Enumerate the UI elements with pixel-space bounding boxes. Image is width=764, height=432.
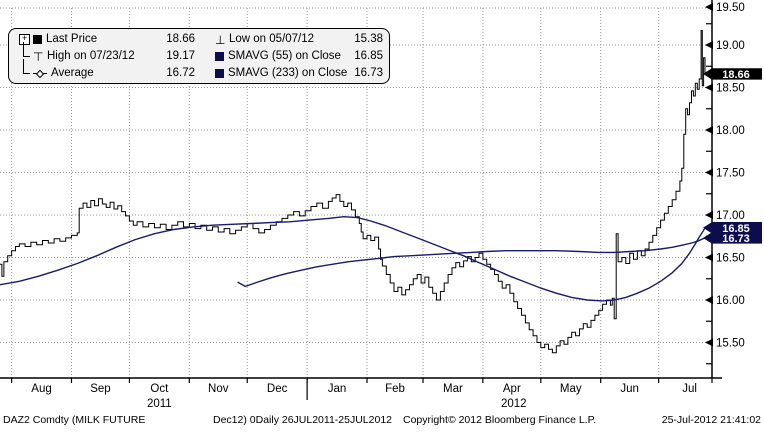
- y-tick-label: 18.50: [716, 83, 745, 95]
- month-label-dec: Dec: [266, 383, 288, 395]
- y-tick-label: 19.00: [716, 40, 745, 52]
- year-label-2011: 2011: [146, 398, 172, 410]
- legend-value: 18.66: [166, 33, 195, 45]
- month-label-oct: Oct: [150, 383, 169, 395]
- contract-period-text: Dec12) 0Daily 26JUL2011-25JUL2012: [213, 414, 392, 426]
- legend-label: Last Price: [46, 33, 98, 45]
- legend-label: SMAVG (233) on Close: [228, 67, 348, 79]
- chart-series: [0, 30, 706, 354]
- last-price-swatch-icon: [33, 35, 42, 44]
- legend-item-last-price: + Last Price 18.66: [19, 31, 195, 48]
- y-tick-label: 18.00: [716, 125, 745, 137]
- badge-value: 18.66: [722, 69, 750, 81]
- month-label-nov: Nov: [208, 383, 229, 395]
- month-label-sep: Sep: [90, 383, 111, 395]
- smavg-swatch-icon: [215, 52, 224, 61]
- high-marker-icon: ⊤: [33, 49, 44, 64]
- average-marker-icon: [33, 69, 47, 78]
- y-tick-label: 17.00: [716, 210, 745, 222]
- series-smavg-55-on-close: [0, 215, 706, 302]
- low-marker-icon: ⊥: [215, 32, 226, 47]
- legend-column-right: ⊥ Low on 05/07/12 15.38 SMAVG (55) on Close…: [215, 31, 383, 81]
- y-tick-label: 17.50: [716, 168, 745, 180]
- legend-label: Low on 05/07/12: [229, 33, 315, 45]
- legend-tree-connector: [23, 42, 30, 57]
- timestamp-text: 25-Jul-2012 21:41:02: [661, 414, 761, 426]
- legend-value: 16.73: [354, 67, 383, 79]
- year-label-2012: 2012: [500, 398, 527, 410]
- y-tick-label: 15.50: [716, 338, 745, 350]
- badge-value: 16.85: [722, 223, 750, 235]
- y-tick-label: 19.50: [716, 2, 745, 14]
- x-axis-ticks: [10, 378, 713, 400]
- legend-label: High on 07/23/12: [47, 50, 135, 62]
- month-label-mar: Mar: [443, 383, 463, 395]
- legend-value: 16.72: [166, 67, 195, 79]
- series-smavg-233-on-close: [237, 237, 706, 288]
- legend-item-high-on-07-23-12: ⊤ High on 07/23/12 19.17: [19, 42, 195, 65]
- y-axis-ticks: 19.50 19.00 18.50 18.00 17.50 17.00 16.50 16.00…: [705, 2, 745, 365]
- series-last-price: [0, 30, 706, 354]
- legend-expander-icon[interactable]: +: [19, 34, 30, 45]
- security-description: DAZ2 Comdty (MILK FUTURE: [3, 414, 146, 426]
- legend-value: 16.85: [354, 50, 383, 62]
- legend-item-low-on-05-07-12: ⊥ Low on 05/07/12 15.38: [215, 31, 383, 48]
- legend-label: Average: [51, 67, 94, 79]
- copyright-text: Copyright© 2012 Bloomberg Finance L.P.: [403, 414, 597, 426]
- month-label-jun: Jun: [620, 383, 639, 395]
- y-tick-label: 16.00: [716, 295, 745, 307]
- month-label-aug: Aug: [31, 383, 52, 395]
- month-label-jul: Jul: [682, 383, 697, 395]
- legend-box: + Last Price 18.66 ⊤ High on 07/23/12 19.17 Av…: [8, 28, 390, 84]
- legend-value: 15.38: [354, 33, 383, 45]
- y-tick-label: 16.50: [716, 253, 745, 265]
- month-label-feb: Feb: [385, 383, 405, 395]
- legend-item-smavg-233-on-close: SMAVG (233) on Close 16.73: [215, 65, 383, 82]
- smavg-badge: [703, 232, 762, 244]
- smavg-swatch-icon: [215, 69, 224, 78]
- month-label-may: May: [559, 383, 582, 395]
- smavg-badge: [703, 222, 762, 234]
- badge-value: 16.73: [722, 233, 750, 245]
- legend-item-smavg-55-on-close: SMAVG (55) on Close 16.85: [215, 48, 383, 65]
- axes: [0, 0, 722, 379]
- legend-value: 19.17: [166, 50, 195, 62]
- legend-tree-connector: [23, 59, 30, 74]
- legend-column-left: + Last Price 18.66 ⊤ High on 07/23/12 19.17 Av…: [19, 31, 195, 81]
- legend-label: SMAVG (55) on Close: [228, 50, 341, 62]
- legend-columns: + Last Price 18.66 ⊤ High on 07/23/12 19.17 Av…: [19, 31, 383, 81]
- last-price-badge: [703, 68, 762, 80]
- month-label-apr: Apr: [502, 383, 521, 395]
- month-label-jan: Jan: [327, 383, 347, 395]
- legend-item-average: Average 16.72: [19, 59, 195, 82]
